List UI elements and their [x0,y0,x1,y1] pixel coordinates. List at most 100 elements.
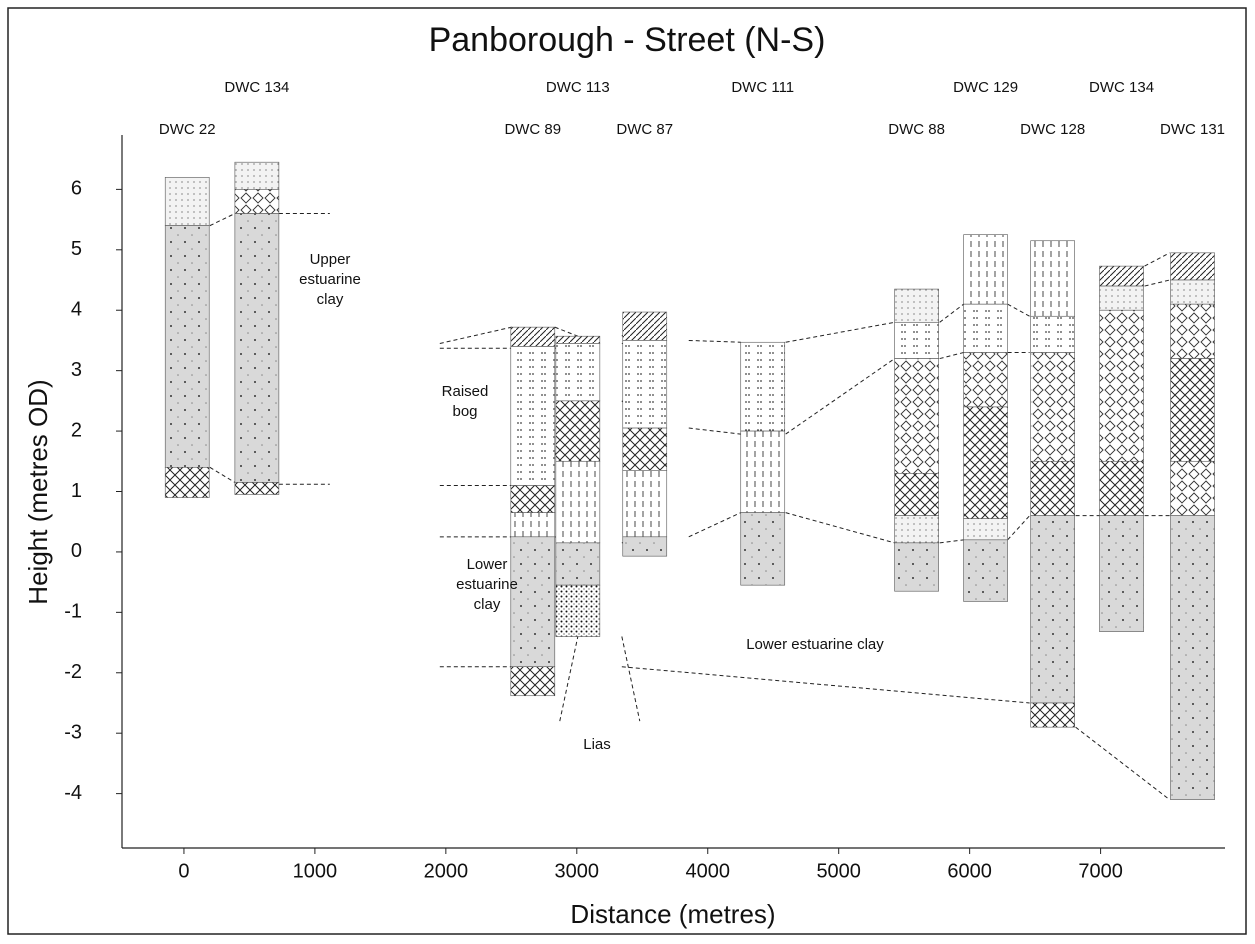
core-layer [1171,516,1215,800]
annotation: Lower [467,556,508,573]
core-layer [556,343,600,400]
correlation-line [689,428,741,434]
core-label: DWC 113 [546,79,610,96]
core-layer [1171,253,1215,280]
correlation-line [940,304,964,322]
core-layer [964,407,1008,519]
core-layer [895,543,939,591]
core-layer [556,585,600,636]
core-layer [1031,241,1075,317]
core-layer [511,485,555,512]
y-tick-label: 4 [71,299,82,321]
core-layer [165,226,209,468]
core-layer [1171,304,1215,358]
correlation-line [210,467,235,482]
core-layer [511,667,555,696]
core-layer [964,235,1008,304]
core-layer [1031,353,1075,462]
correlation-line [555,327,578,336]
core-layer [556,543,600,585]
core-layer [1031,703,1075,727]
core-layer [1171,280,1215,304]
correlation-line [622,667,1030,703]
core-label: DWC 128 [1020,121,1085,138]
correlation-line [940,540,964,543]
y-tick-label: -1 [64,601,82,623]
y-axis-label: Height (metres OD) [23,379,53,604]
core-layer [1031,316,1075,352]
core-layer [511,346,555,485]
correlation-line [786,359,895,435]
core-label: DWC 134 [1089,79,1154,96]
core-label: DWC 129 [953,79,1018,96]
y-tick-label: 2 [71,419,82,441]
core-layer [556,401,600,461]
core-layer [511,513,555,537]
core-layer [964,540,1008,602]
core-layer [511,537,555,667]
y-tick-label: 0 [71,540,82,562]
core-layer [1100,286,1144,310]
annotation: Raised [442,383,489,400]
core-label: DWC 131 [1160,121,1225,138]
correlation-line [689,513,741,537]
core-layer [623,537,667,556]
core-layer [623,428,667,470]
core-layer [1100,310,1144,461]
x-tick-label: 2000 [424,860,469,882]
core-layer [623,470,667,536]
y-tick-label: -4 [64,782,82,804]
core-layer [964,519,1008,540]
core-layer [235,214,279,483]
core-layer [964,304,1008,352]
core-layer [556,461,600,543]
correlation-line [1076,727,1170,800]
core-layer [741,513,785,586]
core-layer [895,473,939,515]
core-layer [623,312,667,340]
core-layer [895,322,939,358]
correlation-line [1145,253,1170,266]
core-label: DWC 89 [504,121,561,138]
core-layer [165,177,209,225]
annotation: Lias [583,736,611,753]
core-layer [556,336,600,343]
annotation: bog [452,403,477,420]
y-tick-label: -2 [64,661,82,683]
correlation-line [622,637,640,722]
correlation-line [940,353,964,359]
annotation: estuarine [456,576,518,593]
correlation-line [1008,516,1030,540]
correlation-line [560,637,578,722]
x-axis-label: Distance (metres) [570,899,775,929]
core-label: DWC 111 [731,79,794,96]
correlation-line [1145,280,1170,286]
x-tick-label: 1000 [293,860,338,882]
annotation: clay [474,596,501,613]
core-label: DWC 22 [159,121,216,138]
correlation-line [1008,304,1030,316]
correlation-line [210,214,235,226]
y-tick-label: 5 [71,238,82,260]
core-layer [895,516,939,543]
core-layer [1031,461,1075,515]
chart: Panborough - Street (N-S) Distance (metr… [0,0,1255,944]
core-label: DWC 87 [616,121,673,138]
annotation: clay [317,291,344,308]
correlation-line [786,322,895,342]
core-layer [741,342,785,431]
core-layer [165,467,209,497]
y-tick-label: 1 [71,480,82,502]
annotation: estuarine [299,271,361,288]
core-layer [1100,516,1144,632]
core-layer [235,482,279,494]
annotation: Upper [310,251,351,268]
chart-title: Panborough - Street (N-S) [429,21,826,59]
x-tick-label: 0 [178,860,189,882]
core-layer [1171,359,1215,462]
annotation: Lower estuarine clay [746,636,884,653]
core-layer [741,431,785,513]
core-layer [895,359,939,474]
correlation-line [786,513,895,543]
core-layer [1171,461,1215,515]
